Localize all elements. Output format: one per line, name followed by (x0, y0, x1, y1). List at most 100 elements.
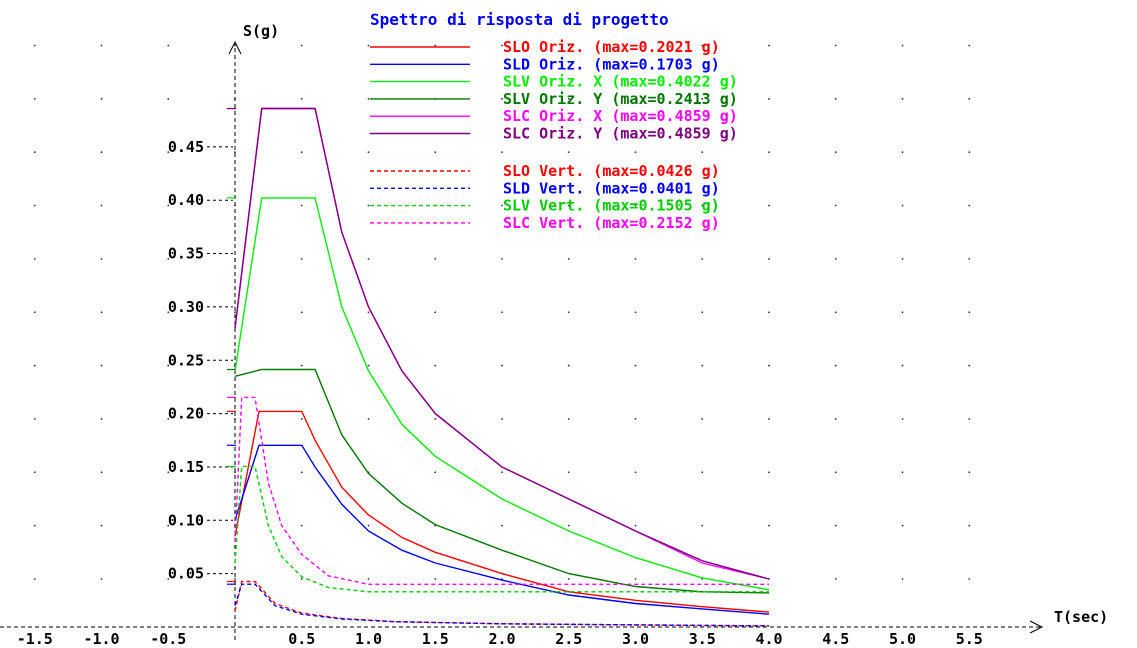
grid-dot (768, 97, 770, 100)
x-tick-label: -0.5 (150, 630, 186, 648)
grid-dot (33, 471, 36, 474)
x-tick-label: 1.5 (422, 630, 449, 648)
grid-dot (634, 97, 637, 100)
grid-dot (834, 364, 837, 367)
grid-dot (901, 578, 904, 580)
grid-dot (300, 151, 303, 154)
grid-dot (567, 364, 570, 367)
grid-dot (434, 311, 437, 314)
grid-dot (33, 578, 36, 580)
grid-dot (567, 151, 570, 154)
grid-dot (501, 97, 503, 100)
y-tick-label: 0.15 (168, 458, 204, 476)
grid-dot (167, 364, 170, 367)
series-line (234, 465, 769, 593)
grid-dot (834, 204, 837, 207)
grid-dot (768, 364, 770, 367)
grid-dot (701, 524, 704, 527)
series-line (234, 410, 770, 613)
grid-dot (968, 524, 971, 527)
grid-dot (167, 97, 170, 100)
grid-dot (300, 44, 303, 47)
grid-dot (234, 44, 236, 47)
series-line (234, 197, 770, 591)
grid-dot (300, 578, 303, 580)
grid-dot (100, 364, 103, 367)
x-tick-label: -1.0 (83, 630, 119, 648)
grid-dot (567, 418, 570, 420)
grid-dot (234, 311, 236, 314)
grid-dot (768, 524, 770, 527)
x-axis-arrow (1029, 620, 1044, 634)
grid-dot (501, 311, 503, 314)
grid-dot (234, 578, 236, 580)
grid-dot (434, 257, 437, 260)
grid-dot (901, 418, 904, 420)
grid-dot (367, 97, 370, 100)
legend-label: SLV Oriz. X (max=0.4022 g) (503, 73, 738, 91)
grid-dot (768, 151, 770, 154)
grid-dot (167, 151, 170, 154)
grid-dot (768, 418, 770, 420)
x-tick-label: 0.5 (288, 630, 315, 648)
grid-dot (367, 204, 370, 207)
grid-dot (434, 418, 437, 420)
series-line (234, 368, 770, 594)
y-tick-label: 0.40 (168, 191, 204, 209)
series-lines (227, 107, 770, 627)
grid-dot (300, 524, 303, 527)
grid-dot (634, 257, 637, 260)
grid-dot (100, 311, 103, 314)
x-tick-label: -1.5 (17, 630, 53, 648)
y-tick-label: 0.25 (168, 351, 204, 369)
grid-dot (367, 364, 370, 367)
grid-dot (634, 204, 637, 207)
grid-dot (768, 44, 770, 47)
grid-dot (33, 418, 36, 420)
x-tick-label: 4.0 (755, 630, 782, 648)
grid-dot (701, 311, 704, 314)
grid-dot (33, 257, 36, 260)
grid-dot (834, 257, 837, 260)
y-tick-label: 0.45 (168, 138, 204, 156)
grid-dot (33, 97, 36, 100)
grid-dot (968, 364, 971, 367)
legend-label: SLD Vert. (max=0.0401 g) (503, 179, 720, 197)
grid-dot (300, 257, 303, 260)
grid-dot (501, 418, 503, 420)
y-axis-arrow (228, 40, 242, 55)
grid-dot (300, 204, 303, 207)
grid-dot (167, 471, 170, 474)
grid-dot (968, 418, 971, 420)
grid-dot (501, 524, 503, 527)
grid-dot (968, 578, 971, 580)
grid-dot (768, 204, 770, 207)
grid-dot (567, 578, 570, 580)
grid-dot (234, 151, 236, 154)
grid-dot (367, 311, 370, 314)
grid-dot (701, 97, 704, 100)
x-tick-label: 5.0 (889, 630, 916, 648)
grid-dot (367, 257, 370, 260)
legend-label: SLC Vert. (max=0.2152 g) (503, 214, 720, 232)
grid-dot (834, 471, 837, 474)
legend-label: SLV Vert. (max=0.1505 g) (503, 197, 720, 215)
grid-dot (567, 524, 570, 527)
grid-dot (901, 204, 904, 207)
grid-dot (901, 471, 904, 474)
grid-dot (901, 257, 904, 260)
x-tick-label: 2.5 (555, 630, 582, 648)
y-tick-label: 0.35 (168, 245, 204, 263)
grid-dot (968, 311, 971, 314)
grid-dot (33, 151, 36, 154)
grid-dot (167, 311, 170, 314)
grid-dot (501, 364, 503, 367)
grid-dot (834, 578, 837, 580)
grid-dot (367, 578, 370, 580)
grid-dot (701, 257, 704, 260)
grid-dot (567, 257, 570, 260)
grid-dot (701, 418, 704, 420)
x-tick-label: 3.0 (622, 630, 649, 648)
grid-dot (834, 44, 837, 47)
